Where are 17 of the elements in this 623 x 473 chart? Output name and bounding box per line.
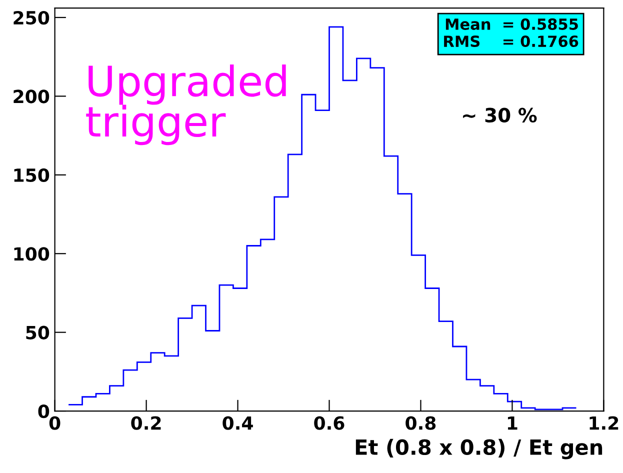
- x-tick-label: 0.4: [222, 416, 253, 430]
- x-tick-label: 0.2: [131, 416, 161, 430]
- y-tick-label: 200: [14, 90, 50, 104]
- x-tick-label: 1: [508, 416, 518, 430]
- x-tick-label: 1.2: [590, 416, 618, 430]
- annotation: Upgraded trigger: [86, 64, 286, 146]
- x-tick-label: 0: [49, 416, 60, 430]
- y-tick-label: 0: [38, 404, 50, 418]
- y-tick-label: 150: [14, 168, 50, 182]
- y-tick-label: 100: [14, 247, 50, 261]
- x-axis-title: Et (0.8 x 0.8) / Et gen: [356, 438, 602, 460]
- annotation: ~ 30 %: [463, 108, 537, 122]
- x-tick-label: 0.6: [314, 416, 344, 430]
- y-tick-label: 250: [14, 10, 50, 25]
- annotation: Mean = 0.5855 RMS = 0.1766: [444, 18, 578, 48]
- x-tick-label: 0.8: [406, 416, 436, 430]
- y-tick-label: 50: [26, 326, 50, 340]
